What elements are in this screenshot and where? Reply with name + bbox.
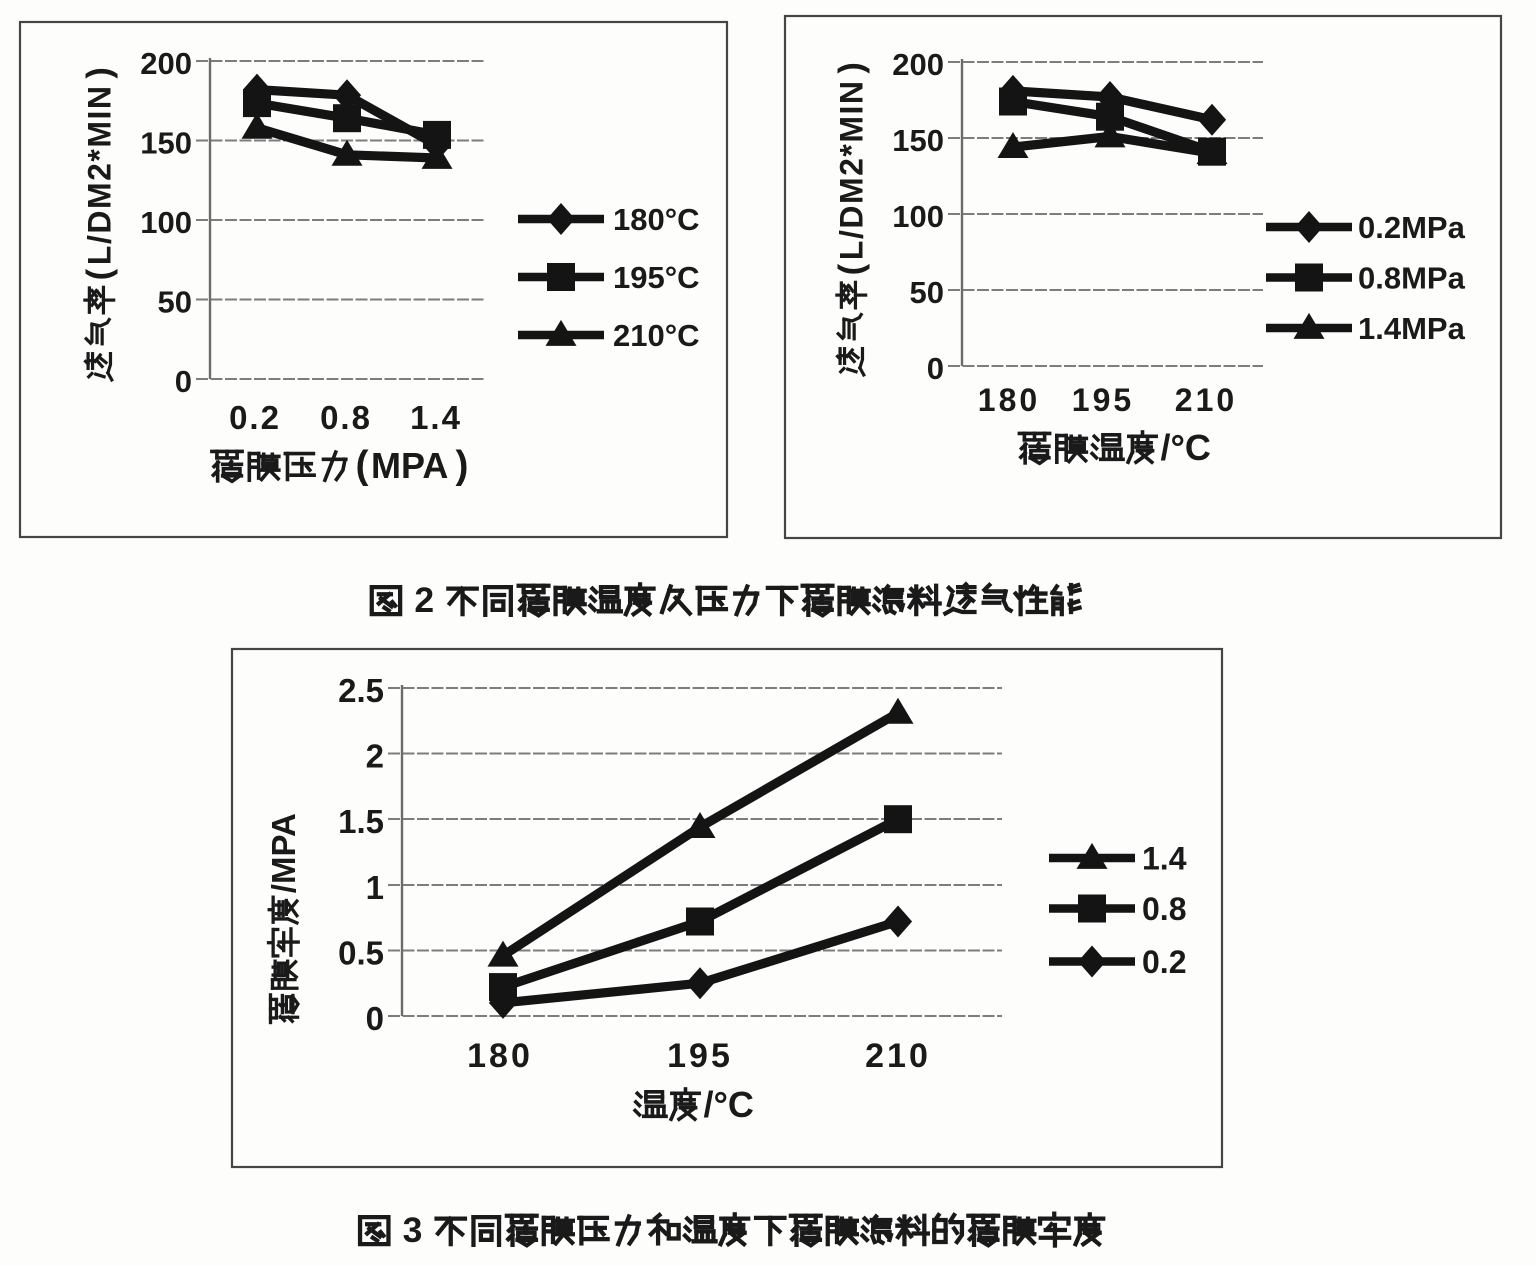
svg-text:L/DM2*MIN: L/DM2*MIN [834, 79, 870, 260]
svg-text:100: 100 [892, 199, 944, 234]
svg-text:): ) [833, 62, 871, 74]
svg-text:200: 200 [140, 46, 192, 81]
svg-text:(: ( [81, 268, 119, 280]
svg-text:0: 0 [927, 351, 944, 386]
svg-text:/°C: /°C [1161, 427, 1211, 468]
svg-text:210°C: 210°C [613, 318, 700, 353]
svg-text:2: 2 [366, 738, 384, 775]
svg-text:100: 100 [140, 205, 192, 240]
svg-text:150: 150 [892, 123, 944, 158]
svg-text:0.2: 0.2 [229, 399, 281, 436]
svg-text:180: 180 [978, 382, 1040, 418]
svg-text:0: 0 [175, 364, 192, 399]
svg-text:): ) [456, 444, 469, 487]
svg-text:0.8: 0.8 [320, 399, 372, 436]
svg-text:50: 50 [158, 285, 192, 320]
svg-text:0: 0 [366, 1000, 384, 1037]
svg-text:195: 195 [667, 1037, 733, 1075]
svg-text:1.5: 1.5 [338, 803, 384, 840]
svg-text:0.2: 0.2 [1142, 944, 1186, 980]
svg-text:2: 2 [414, 580, 434, 620]
svg-text:MPA: MPA [371, 445, 448, 486]
svg-text:1: 1 [366, 869, 384, 906]
svg-text:150: 150 [140, 126, 192, 161]
svg-text:50: 50 [910, 275, 944, 310]
svg-text:180°C: 180°C [613, 202, 700, 237]
svg-text:1.4MPa: 1.4MPa [1358, 311, 1466, 346]
svg-text:(: ( [833, 263, 871, 275]
svg-text:0.8MPa: 0.8MPa [1358, 261, 1466, 296]
svg-text:210: 210 [865, 1037, 931, 1075]
svg-text:0.2MPa: 0.2MPa [1358, 210, 1466, 245]
svg-text:/°C: /°C [704, 1084, 754, 1125]
svg-text:210: 210 [1175, 382, 1237, 418]
svg-text:): ) [81, 67, 119, 79]
svg-text:2.5: 2.5 [338, 672, 384, 709]
svg-text:3: 3 [403, 1210, 423, 1250]
svg-text:195°C: 195°C [613, 260, 700, 295]
svg-text:1.4: 1.4 [1142, 841, 1187, 877]
svg-text:0.8: 0.8 [1142, 891, 1186, 927]
svg-text:(: ( [356, 444, 369, 487]
svg-text:195: 195 [1072, 382, 1134, 418]
svg-text:0.5: 0.5 [338, 935, 384, 972]
svg-text:/MPA: /MPA [265, 813, 302, 893]
svg-text:1.4: 1.4 [410, 399, 462, 436]
svg-text:200: 200 [892, 47, 944, 82]
svg-text:L/DM2*MIN: L/DM2*MIN [82, 84, 118, 265]
svg-text:180: 180 [467, 1037, 533, 1075]
